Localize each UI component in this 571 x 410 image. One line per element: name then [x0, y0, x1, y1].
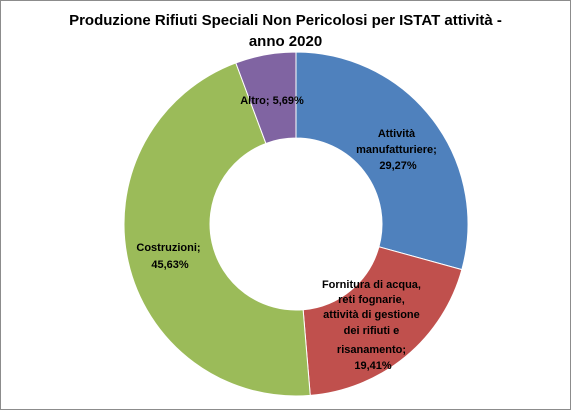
- label-fornitura-acqua-line3: attività di gestione: [323, 309, 420, 321]
- label-costruzioni: Costruzioni; 45,63%: [136, 242, 203, 271]
- label-manufatturiere: Attività manufatturiere; 29,27%: [356, 128, 440, 172]
- donut-slices: [123, 51, 469, 397]
- slice-costruzioni: [123, 62, 311, 397]
- chart-title: Produzione Rifiuti Speciali Non Pericolo…: [40, 10, 531, 52]
- label-altro: Altro; 5,69%: [240, 95, 304, 107]
- label-altro-line1: Altro; 5,69%: [240, 95, 304, 107]
- label-fornitura-acqua-line6: 19,41%: [354, 360, 392, 372]
- label-fornitura-acqua: Fornitura di acqua, reti fognarie, attiv…: [322, 279, 424, 372]
- label-manufatturiere-line1: Attività: [378, 128, 416, 140]
- label-manufatturiere-line2: manufatturiere;: [356, 144, 437, 156]
- slice-attività: [295, 51, 469, 271]
- label-costruzioni-line2: 45,63%: [151, 259, 189, 271]
- chart-title-line1: Produzione Rifiuti Speciali Non Pericolo…: [69, 12, 502, 29]
- slice-fornitura: [302, 246, 463, 396]
- label-fornitura-acqua-line4: dei rifiuti e: [344, 325, 400, 337]
- label-costruzioni-line1: Costruzioni;: [136, 242, 200, 254]
- label-fornitura-acqua-line2: reti fognarie,: [338, 294, 405, 306]
- chart-title-line2: anno 2020: [248, 33, 323, 50]
- label-manufatturiere-line3: 29,27%: [379, 160, 417, 172]
- label-fornitura-acqua-line1: Fornitura di acqua,: [322, 279, 421, 291]
- label-fornitura-acqua-line5: risanamento;: [337, 344, 406, 356]
- slice-altro: [235, 51, 297, 145]
